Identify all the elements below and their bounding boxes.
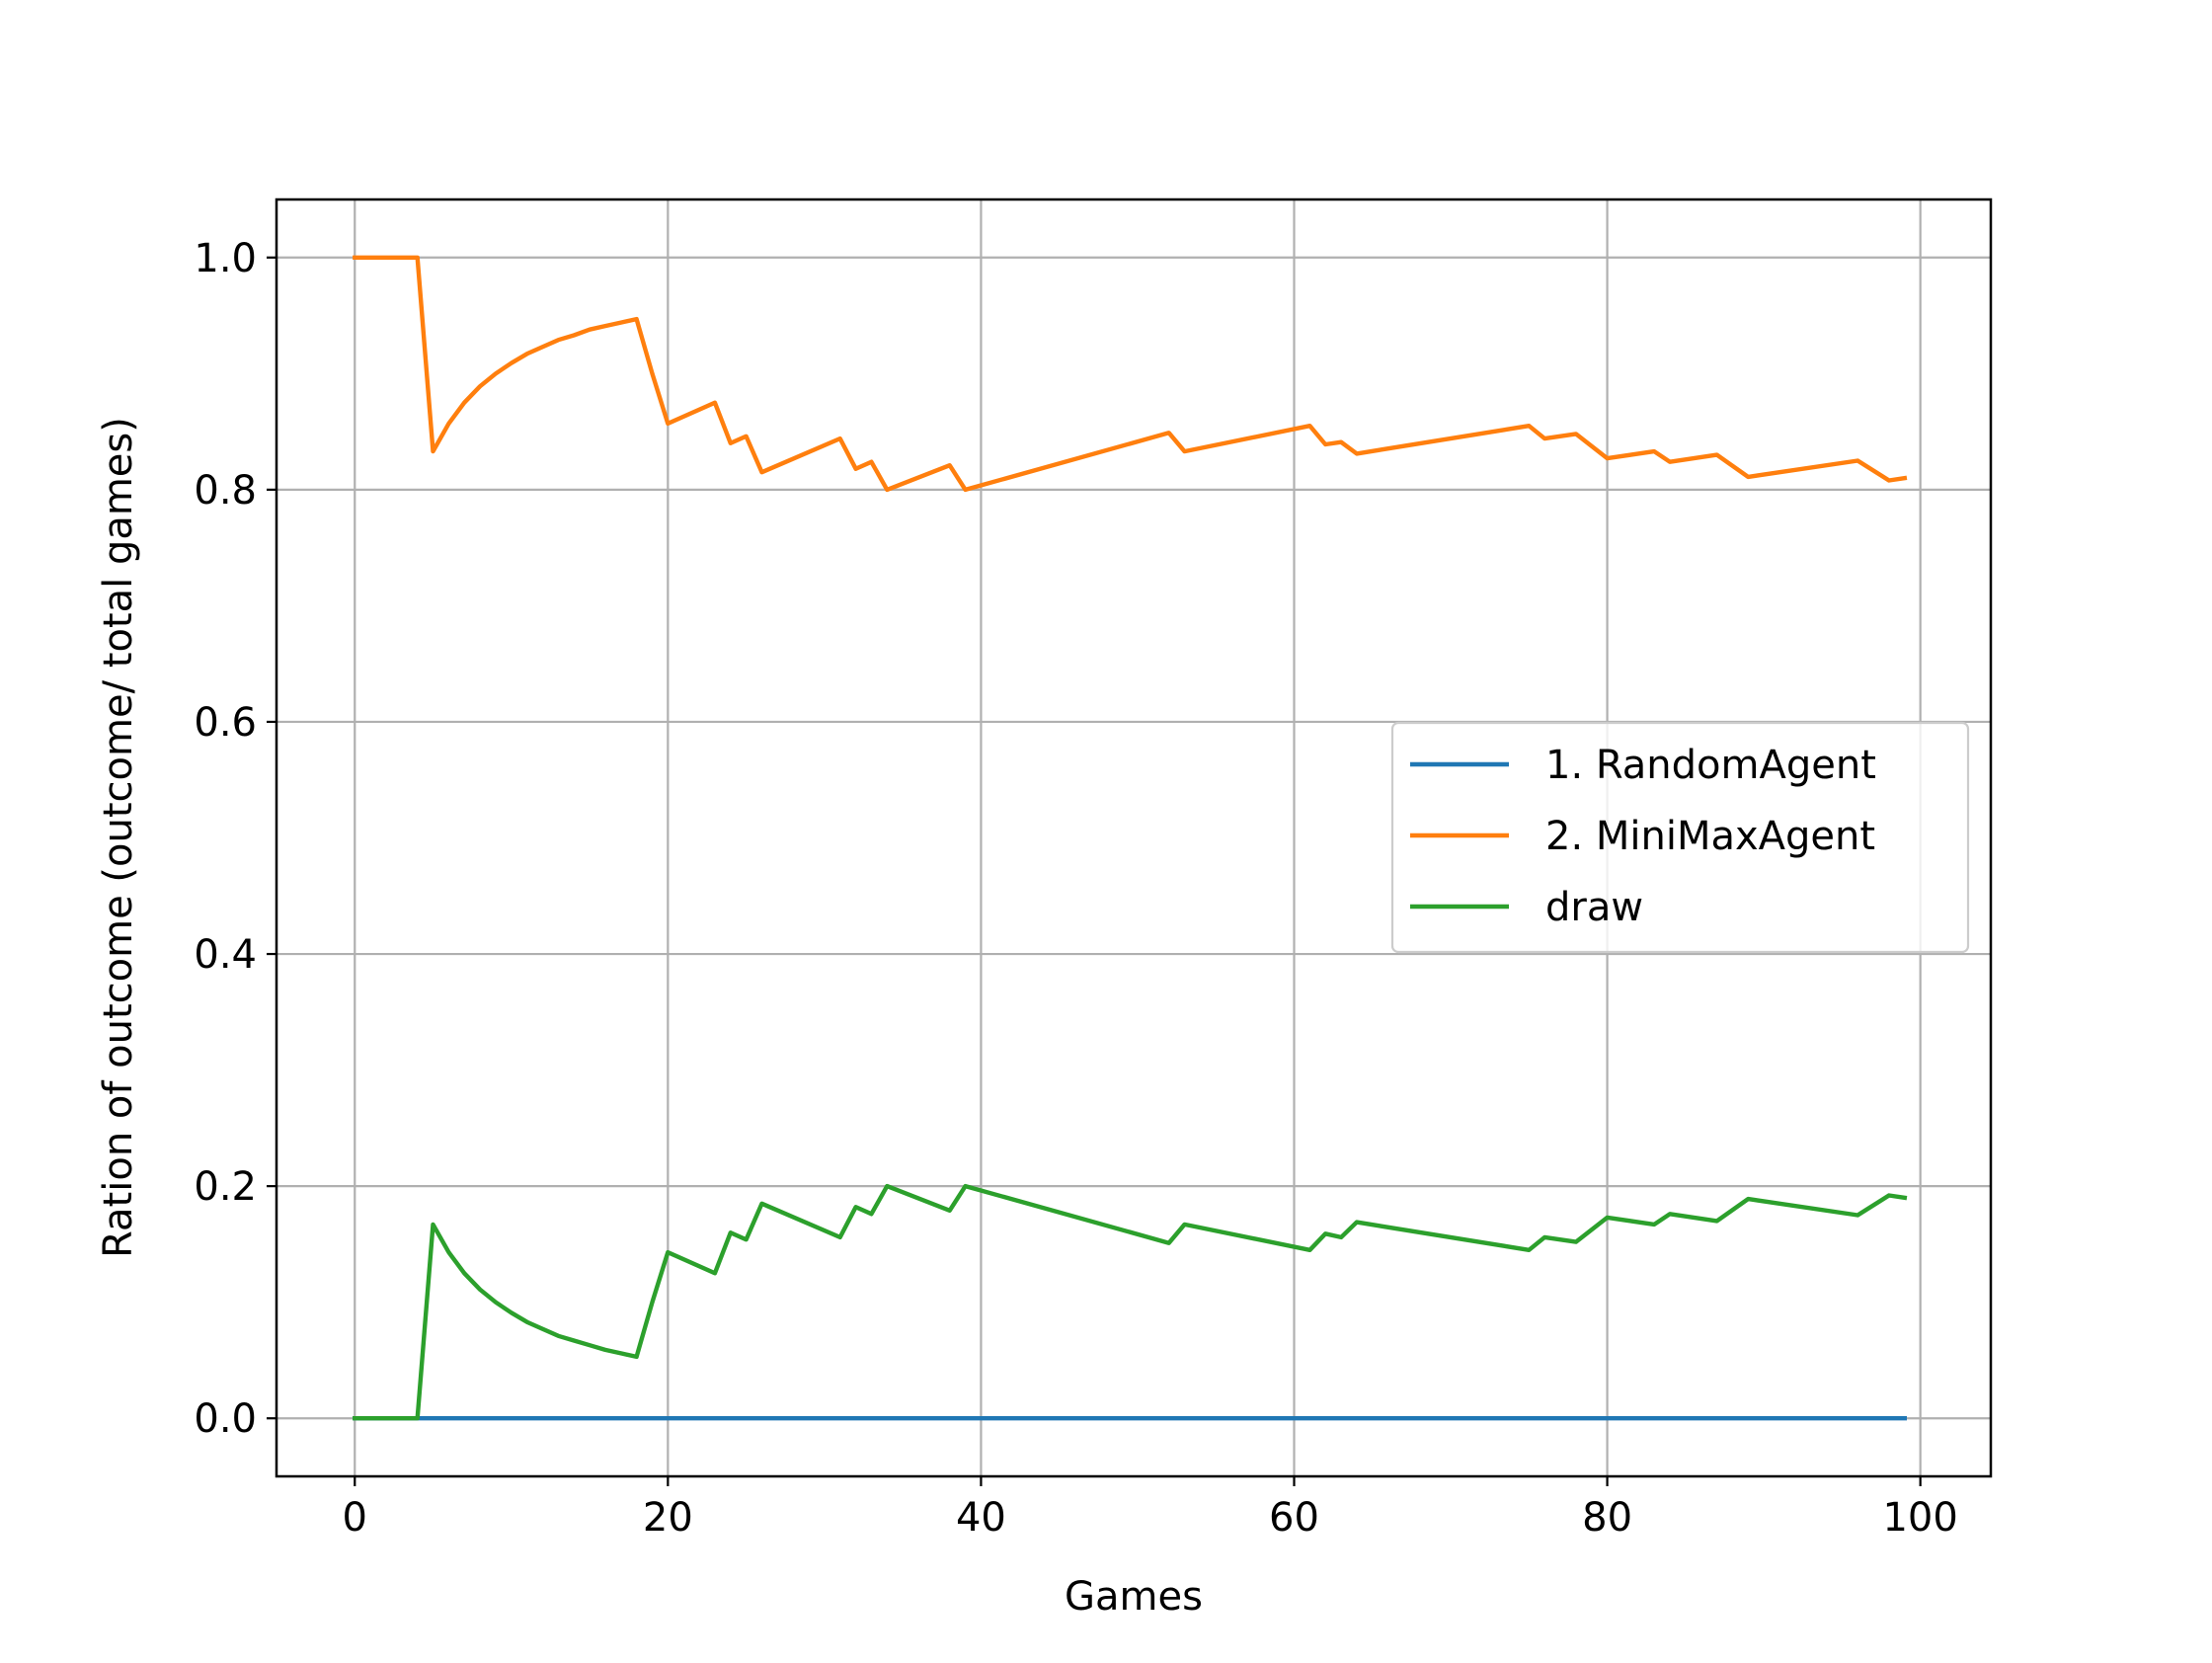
y-tick-label: 1.0 (194, 236, 257, 281)
y-tick-label: 0.6 (194, 700, 257, 746)
y-tick-label: 0.2 (194, 1164, 257, 1210)
series-line-3 (353, 1183, 1908, 1421)
y-axis-title: Ration of outcome (outcome/ total games) (96, 417, 141, 1258)
y-tick-label: 0.4 (194, 932, 257, 978)
x-tick-label: 60 (1269, 1495, 1319, 1541)
legend-frame (1390, 721, 1970, 954)
y-tick-label: 0.8 (194, 468, 257, 514)
tick-layer: 0 20 40 60 80 100 0.0 0.2 0.4 0.6 0.8 1.0 (194, 236, 1957, 1541)
x-tick-label: 20 (643, 1495, 693, 1541)
x-axis-title: Games (1065, 1574, 1203, 1620)
legend-label: 2. MiniMaxAgent (1545, 814, 1875, 859)
x-tick-label: 100 (1882, 1495, 1957, 1541)
legend-label: draw (1545, 885, 1643, 930)
x-tick-label: 80 (1582, 1495, 1632, 1541)
legend-label: 1. RandomAgent (1545, 743, 1876, 788)
plot-frame (275, 198, 1993, 1478)
x-tick-label: 0 (343, 1495, 367, 1541)
x-tick-label: 40 (956, 1495, 1006, 1541)
legend: 1. RandomAgent 2. MiniMaxAgent draw (1390, 721, 1970, 954)
y-tick-label: 0.0 (194, 1396, 257, 1442)
series-layer (353, 255, 1908, 1421)
series-line-2 (353, 255, 1908, 493)
